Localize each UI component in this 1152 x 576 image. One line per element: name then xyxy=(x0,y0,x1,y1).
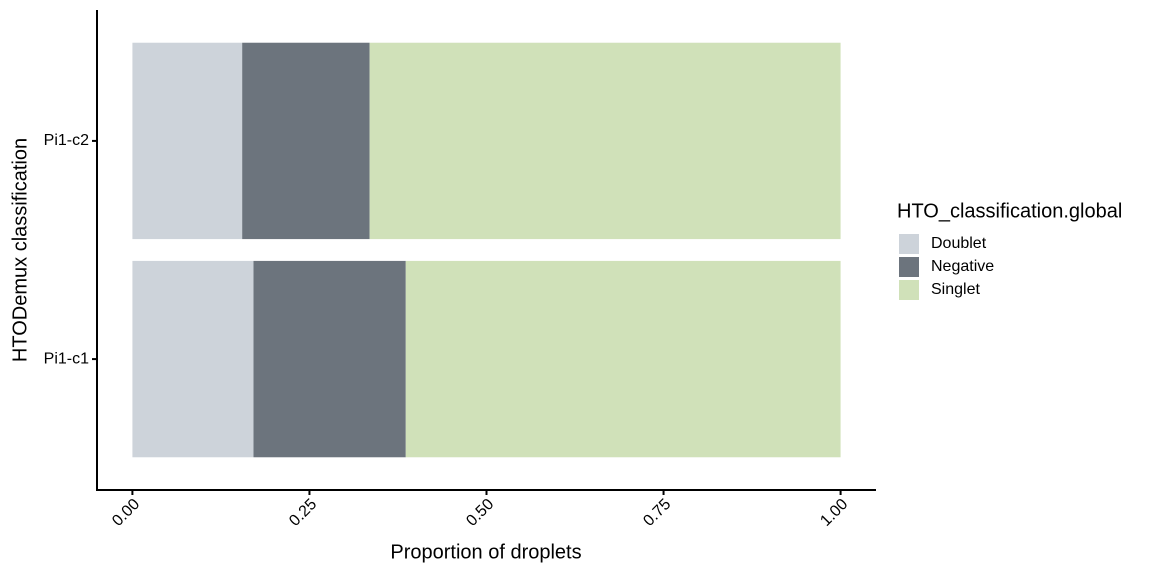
x-tick-label: 0.75 xyxy=(640,496,674,530)
bar-segment xyxy=(369,42,841,240)
bar-segment xyxy=(405,260,841,458)
x-tick-label: 0.50 xyxy=(463,496,497,530)
x-tick-label: 1.00 xyxy=(817,496,851,530)
legend-swatch xyxy=(899,280,919,300)
y-tick-label: Pi1-c2 xyxy=(44,132,89,149)
legend-swatch xyxy=(899,234,919,254)
x-tick-label: 0.00 xyxy=(109,496,143,530)
legend-label: Singlet xyxy=(931,281,980,298)
y-tick-label: Pi1-c1 xyxy=(44,350,89,367)
legend-swatch xyxy=(899,257,919,277)
bar-segment xyxy=(132,42,243,240)
legend-title: HTO_classification.global xyxy=(897,200,1122,222)
bar-segment xyxy=(242,42,370,240)
x-tick-label: 0.25 xyxy=(286,496,320,530)
bar-segment xyxy=(132,260,254,458)
bar-segment xyxy=(253,260,406,458)
legend-label: Doublet xyxy=(931,235,987,252)
legend-label: Negative xyxy=(931,258,994,275)
y-axis-label: HTODemux classification xyxy=(9,138,31,362)
x-axis-label: Proportion of droplets xyxy=(390,541,581,563)
